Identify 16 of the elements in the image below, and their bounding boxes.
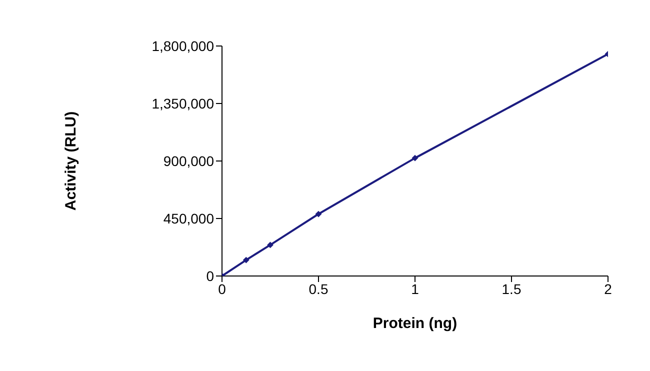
x-tick-label: 2: [604, 280, 612, 297]
x-tick-label: 1: [411, 280, 420, 297]
y-axis-title: Activity (RLU): [62, 111, 80, 211]
y-tick-label: 450,000: [163, 210, 214, 226]
point: [412, 154, 418, 162]
point: [267, 242, 274, 248]
x-axis-title: Protein (ng): [372, 315, 458, 332]
x-tick-label: 1.5: [502, 280, 522, 297]
y-tick-label: 900,000: [163, 152, 214, 169]
y-tick-label: 0: [206, 268, 214, 284]
point: [242, 256, 250, 264]
x-tick-label: 0.5: [308, 280, 328, 297]
y-tick-label: 1,800,000: [152, 38, 214, 54]
point: [315, 210, 322, 218]
y-tick-label: 1,350,000: [152, 95, 214, 112]
x-tick-label: 0: [218, 280, 226, 297]
